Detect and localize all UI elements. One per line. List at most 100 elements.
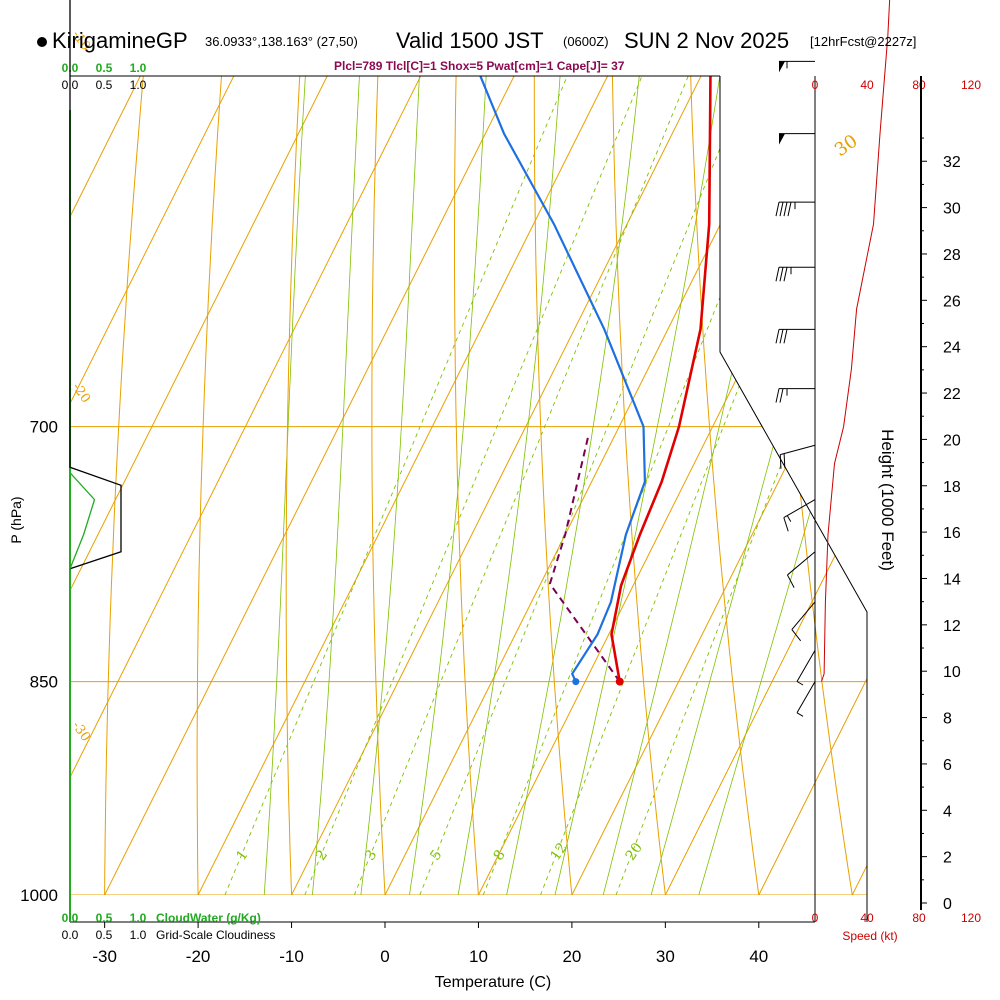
- isotherm-line: [384, 76, 867, 895]
- wind-barb-full: [775, 202, 780, 217]
- cloudiness-scale-top: 0.5: [96, 78, 113, 92]
- pressure-axis-label: P (hPa): [8, 496, 24, 543]
- height-tick-label: 0: [943, 896, 952, 913]
- mixing-ratio-line: [540, 76, 867, 895]
- valid-date: SUN 2 Nov 2025: [624, 28, 790, 53]
- wind-barb-full: [779, 267, 784, 282]
- moist-adiabat-line: [259, 76, 414, 895]
- mixing-ratio-label: 5: [427, 847, 445, 863]
- wind-barb-staff: [780, 444, 816, 456]
- height-tick-label: 2: [943, 850, 952, 867]
- height-tick-label: 20: [943, 432, 961, 449]
- temp-tick-label: -20: [186, 947, 211, 966]
- height-tick-label: 24: [943, 340, 961, 357]
- temp-tick-label: -10: [279, 947, 304, 966]
- mixing-ratio-label: 1: [233, 847, 251, 863]
- wind-barb-staff: [783, 499, 816, 519]
- wind-barb-full: [779, 329, 784, 344]
- wind-speed-line: [821, 0, 891, 682]
- station-name: KirigamineGP: [52, 28, 188, 53]
- dry-adiabat-line: [533, 76, 593, 895]
- temp-tick-label: 30: [656, 947, 675, 966]
- wind-barb-full: [787, 202, 792, 217]
- isotherm-line: [70, 76, 362, 895]
- speed-scale-bottom-label: 120: [961, 911, 981, 925]
- pressure-tick-label: 1000: [20, 886, 58, 905]
- isotherm-line: [571, 76, 867, 895]
- dry-adiabat-line: [285, 76, 406, 895]
- zulu-time: (0600Z): [563, 34, 609, 49]
- isotherm-line: [70, 76, 549, 895]
- isotherm-line: [291, 76, 867, 895]
- moist-adiabat-line: [492, 76, 716, 895]
- cloud-water-scale-bottom: 0.5: [96, 911, 113, 925]
- wind-barb-flag: [779, 61, 785, 73]
- wind-barb-staff: [787, 551, 816, 576]
- surface-dewpoint-point: [572, 678, 580, 686]
- height-tick-label: 4: [943, 803, 952, 820]
- wind-barb: [783, 499, 816, 532]
- height-tick-label: 6: [943, 757, 952, 774]
- height-tick-label: 26: [943, 293, 961, 310]
- height-tick-label: 10: [943, 664, 961, 681]
- dry-adiabat-label: -20: [69, 380, 93, 406]
- wind-barb-flag: [779, 133, 785, 145]
- height-tick-label: 28: [943, 247, 961, 264]
- wind-barb: [775, 328, 815, 344]
- dry-adiabat-label: 30: [831, 131, 862, 161]
- isotherm-line: [70, 76, 642, 895]
- dry-adiabat-line: [70, 76, 220, 895]
- wind-barb-full: [779, 388, 784, 403]
- height-axis-label: Height (1000 Feet): [878, 429, 897, 571]
- height-tick-label: 32: [943, 154, 961, 171]
- speed-scale-bottom-label: 0: [812, 911, 819, 925]
- wind-barb-full: [779, 454, 782, 469]
- isotherm-line: [70, 76, 455, 895]
- wind-barb-staff: [791, 601, 816, 630]
- wind-barb: [786, 551, 816, 588]
- wind-barb: [791, 601, 816, 642]
- wind-barb: [796, 681, 816, 717]
- wind-barb-staff: [796, 650, 816, 682]
- mixing-ratio-line: [353, 76, 848, 895]
- temp-tick-label: 20: [562, 947, 581, 966]
- dry-adiabat-line: [962, 0, 1000, 959]
- isotherm-line: [478, 76, 867, 895]
- mixing-ratio-line: [304, 76, 803, 895]
- isotherm-line: [104, 76, 867, 895]
- valid-time: Valid 1500 JST: [396, 28, 544, 53]
- moist-adiabat-line: [539, 76, 818, 895]
- wind-barb-full: [775, 267, 780, 282]
- cloud-water-line: [69, 472, 96, 569]
- parcel-path-line: [548, 435, 621, 683]
- speed-scale-top-label: 80: [912, 78, 926, 92]
- pressure-tick-label: 700: [30, 418, 58, 437]
- dry-adiabat-line: [371, 76, 468, 895]
- cloud-water-label: CloudWater (g/Kg): [156, 911, 261, 925]
- wind-barb: [775, 388, 815, 403]
- pressure-tick-label: 850: [30, 673, 58, 692]
- wind-barb: [775, 266, 815, 282]
- moist-adiabat-line: [305, 76, 458, 895]
- wind-barb-full: [791, 629, 802, 642]
- height-tick-label: 12: [943, 618, 961, 635]
- speed-scale-bottom-label: 80: [912, 911, 926, 925]
- mixing-ratio-label: 20: [623, 840, 646, 864]
- dry-adiabat-line: [685, 76, 769, 895]
- wind-barb-full: [775, 388, 780, 403]
- wind-barb: [779, 60, 815, 73]
- moist-adiabat-line: [446, 76, 633, 895]
- isotherm-line: [197, 76, 867, 895]
- height-tick-label: 14: [943, 571, 961, 588]
- isotherm-line: [70, 76, 735, 895]
- speed-scale-top-label: 120: [961, 78, 981, 92]
- dry-adiabat-line: [610, 76, 674, 895]
- dry-adiabat-line: [104, 76, 282, 895]
- wind-barb-staff: [796, 681, 816, 714]
- isotherm-line: [70, 76, 829, 895]
- wind-barb-full: [775, 329, 780, 344]
- wind-barb: [796, 650, 816, 686]
- cloud-water-scale-bottom: 1.0: [130, 911, 147, 925]
- cloudiness-line: [69, 0, 122, 570]
